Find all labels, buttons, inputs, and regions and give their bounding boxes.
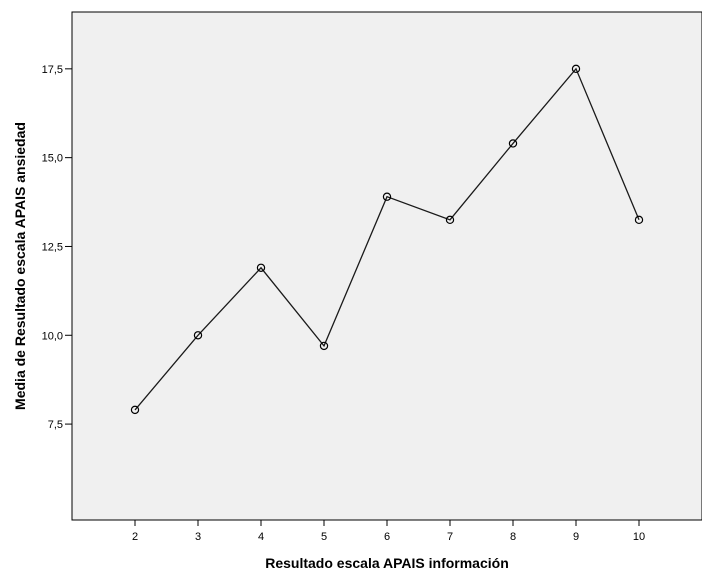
x-tick-label: 3 (195, 531, 201, 543)
series-line (134, 67, 640, 411)
data-point (130, 405, 140, 415)
data-point (319, 341, 329, 351)
y-tick-label: 17,5 (42, 64, 63, 76)
x-tick-label: 6 (384, 531, 390, 543)
data-point (571, 64, 581, 74)
data-point (256, 263, 266, 272)
x-tick-label: 7 (447, 531, 453, 543)
x-tick-label: 5 (321, 531, 327, 543)
x-axis: 2 3 4 5 6 7 8 9 10 (132, 520, 645, 543)
data-point (634, 215, 644, 225)
data-point (445, 215, 455, 225)
x-tick-label: 9 (573, 531, 579, 543)
plot-area (71, 11, 702, 521)
x-axis-title: Resultado escala APAIS información (265, 555, 509, 571)
y-axis: 7,5 10,0 12,5 15,0 17,5 (42, 64, 72, 431)
data-point (508, 139, 518, 148)
x-tick-label: 8 (510, 531, 516, 543)
x-tick-label: 2 (132, 531, 138, 543)
x-tick-label: 4 (258, 531, 264, 543)
data-points (130, 64, 644, 415)
y-tick-label: 12,5 (42, 241, 63, 253)
y-tick-label: 7,5 (48, 419, 63, 431)
data-point (382, 192, 392, 201)
data-point (193, 331, 203, 340)
y-tick-label: 10,0 (42, 330, 63, 342)
x-tick-label: 10 (633, 531, 645, 543)
y-tick-label: 15,0 (42, 153, 63, 165)
y-axis-title: Media de Resultado escala APAIS ansiedad (12, 122, 28, 410)
